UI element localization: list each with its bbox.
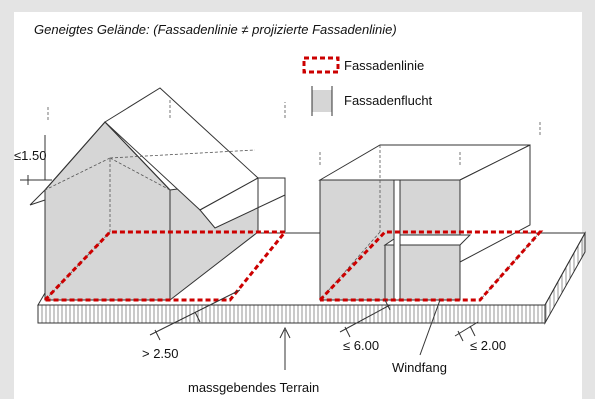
windfang-label: Windfang	[392, 360, 447, 375]
dimension-label: ≤1.50	[14, 148, 46, 163]
dimension-label: > 2.50	[142, 346, 179, 361]
title: Geneigtes Gelände: (Fassadenlinie ≠ proj…	[34, 22, 397, 37]
legend-swatch-area	[312, 90, 332, 112]
dimension-label: ≤ 2.00	[470, 338, 506, 353]
legend-label: Fassadenlinie	[344, 58, 424, 73]
terrain-label: massgebendes Terrain	[188, 380, 319, 395]
diagram: Geneigtes Gelände: (Fassadenlinie ≠ proj…	[0, 0, 595, 399]
legend-label: Fassadenflucht	[344, 93, 433, 108]
dimension-label: ≤ 6.00	[343, 338, 379, 353]
